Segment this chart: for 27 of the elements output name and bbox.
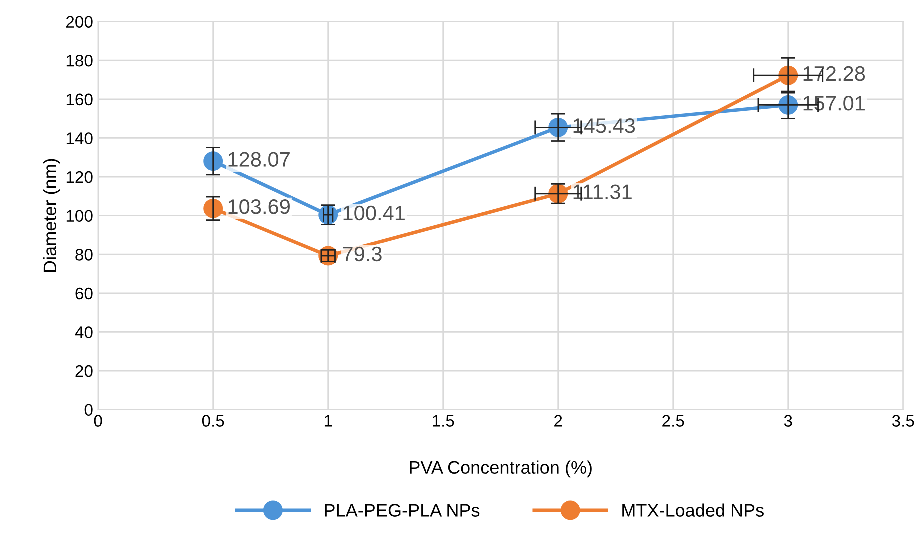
legend-label: MTX-Loaded NPs: [622, 504, 764, 517]
data-label: 100.41: [344, 206, 405, 221]
y-tick-label: 60: [76, 288, 93, 300]
x-tick-label: 3.5: [892, 415, 914, 427]
legend-label: PLA-PEG-PLA NPs: [325, 504, 480, 517]
x-axis-title: PVA Concentration (%): [410, 460, 592, 478]
x-tick-label: 2: [554, 415, 562, 427]
y-tick-label: 80: [76, 249, 93, 261]
y-tick-label: 140: [66, 132, 93, 144]
y-tick-label: 180: [66, 55, 93, 67]
x-tick-label: 1: [324, 415, 332, 427]
y-tick-label: 200: [66, 16, 93, 28]
y-tick-label: 120: [66, 171, 93, 184]
x-tick-label: 0: [94, 415, 102, 427]
y-tick-label: 160: [66, 94, 93, 106]
x-tick-label: 0.5: [202, 415, 224, 427]
y-tick-label: 100: [66, 210, 93, 222]
y-tick-label: 20: [76, 365, 93, 378]
y-tick-label: 0: [84, 404, 93, 416]
data-label: 128.07: [228, 152, 290, 167]
x-tick-label: 3: [784, 415, 792, 427]
x-tick-label: 1.5: [433, 415, 454, 427]
y-tick-label: 40: [75, 326, 93, 338]
x-tick-label: 2.5: [662, 415, 684, 427]
y-axis-title: Diameter (nm): [43, 159, 60, 272]
data-label: 103.69: [228, 200, 290, 214]
data-label: 79.3: [343, 246, 382, 262]
